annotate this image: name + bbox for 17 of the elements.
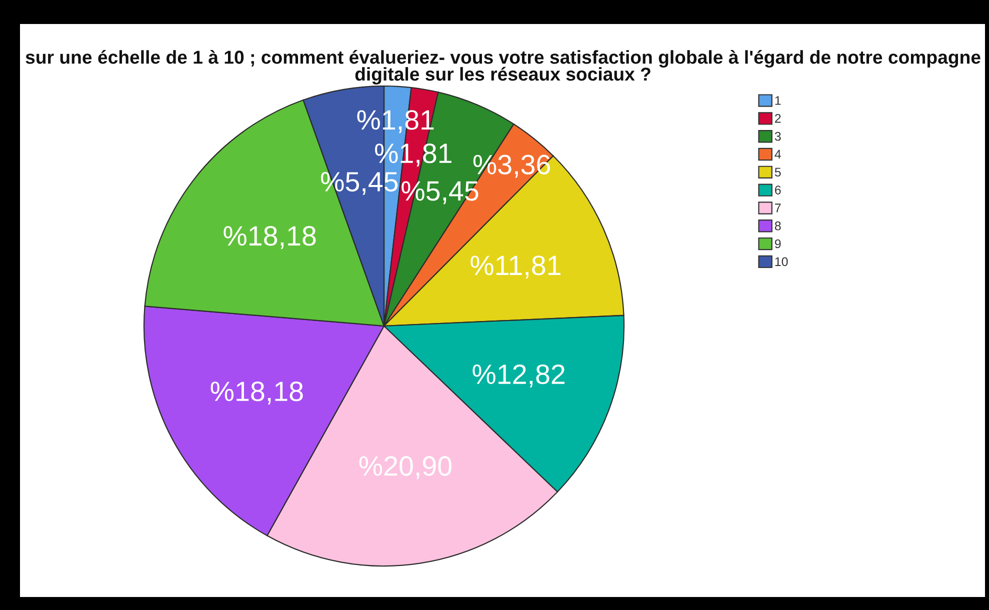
legend-label: 2 [775,114,781,123]
legend-label: 10 [775,257,788,266]
legend-label: 8 [774,221,781,230]
legend-label: 5 [774,168,781,177]
legend-label: 1 [775,96,781,105]
legend-label: 3 [774,132,781,141]
data-label: %1,81 [375,144,452,166]
legend-label: 4 [774,150,781,159]
legend-label: 9 [774,239,781,248]
data-label: %11,81 [470,256,560,279]
chart-title: sur une échelle de 1 à 10 ; comment évalueriez- vous votre satisfaction globale à l'égard de notre compagne digitale sur les réseaux sociaux ? [26,50,980,85]
data-label: %18,18 [210,382,303,404]
legend-label: 7 [775,204,781,212]
data-label: %18,18 [224,226,316,250]
legend-label: 6 [775,186,781,194]
data-label: %20,90 [359,456,452,480]
data-label: %12,82 [472,364,565,388]
